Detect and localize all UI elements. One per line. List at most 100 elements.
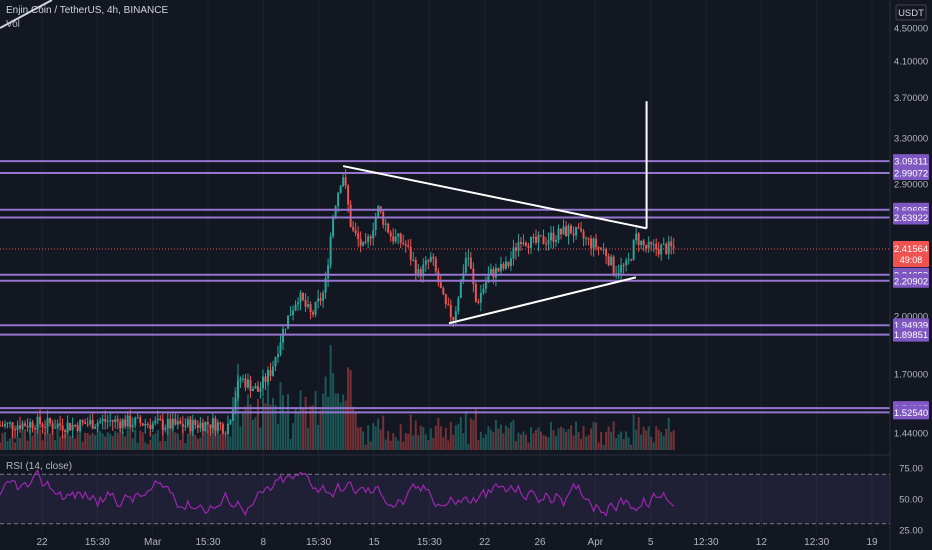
candle-body-233 xyxy=(582,231,585,239)
volume-bar-263 xyxy=(657,429,660,450)
volume-bar-47 xyxy=(116,432,119,450)
volume-bar-18 xyxy=(44,432,47,450)
candle-body-172 xyxy=(429,256,432,262)
candle-body-128 xyxy=(319,298,322,301)
volume-bar-144 xyxy=(359,426,362,450)
volume-bar-91 xyxy=(226,426,229,450)
candle-body-139 xyxy=(347,185,350,205)
volume-bar-77 xyxy=(191,429,194,450)
volume-bar-208 xyxy=(519,434,522,450)
candle-body-119 xyxy=(297,302,300,305)
volume-bar-265 xyxy=(662,436,665,450)
volume-bar-22 xyxy=(54,440,57,450)
level-tag-label-0: 3.09311 xyxy=(894,157,928,168)
candle-body-120 xyxy=(299,292,302,303)
candle-body-84 xyxy=(209,424,212,429)
volume-bar-190 xyxy=(474,409,477,450)
volume-bar-69 xyxy=(171,427,174,450)
volume-bar-105 xyxy=(261,397,264,450)
candle-body-81 xyxy=(201,422,204,432)
time-tick-0: 22 xyxy=(36,537,48,548)
candle-body-169 xyxy=(422,264,425,277)
currency-box xyxy=(895,4,927,21)
volume-bar-203 xyxy=(507,427,510,450)
volume-bar-3 xyxy=(6,441,9,450)
level-tag-bg-0 xyxy=(893,154,929,169)
volume-bar-15 xyxy=(36,420,39,450)
candle-body-123 xyxy=(307,304,310,307)
candle-body-67 xyxy=(166,418,169,428)
volume-bar-240 xyxy=(600,432,603,450)
candles xyxy=(0,168,675,439)
candle-body-257 xyxy=(642,240,645,246)
volume-bar-151 xyxy=(377,418,380,450)
volume-bar-128 xyxy=(319,409,322,450)
candle-body-68 xyxy=(169,418,172,429)
candle-body-150 xyxy=(374,217,377,231)
volume-bar-94 xyxy=(234,386,237,450)
volume-bar-112 xyxy=(279,382,282,450)
volume-bar-35 xyxy=(86,432,89,450)
candle-body-237 xyxy=(592,238,595,249)
time-tick-14: 12:30 xyxy=(804,537,829,548)
candle-body-175 xyxy=(437,271,440,283)
candle-body-42 xyxy=(104,418,107,422)
volume-bar-181 xyxy=(452,434,455,450)
volume-bar-123 xyxy=(307,427,310,450)
volume-bar-155 xyxy=(387,431,390,450)
volume-bar-72 xyxy=(179,439,182,450)
volume-bar-152 xyxy=(379,429,382,450)
candle-body-16 xyxy=(39,416,42,425)
candle-body-202 xyxy=(504,261,507,269)
volume-bar-243 xyxy=(607,426,610,450)
volume-bar-33 xyxy=(81,441,84,450)
time-tick-12: 12:30 xyxy=(693,537,718,548)
candle-body-149 xyxy=(372,230,375,239)
time-tick-7: 15:30 xyxy=(417,537,442,548)
candle-body-118 xyxy=(294,304,297,311)
candle-body-181 xyxy=(452,317,455,321)
volume-bar-212 xyxy=(529,427,532,450)
volume-bar-172 xyxy=(429,428,432,450)
volume-bar-138 xyxy=(344,400,347,450)
volume-bar-101 xyxy=(251,419,254,450)
candle-body-20 xyxy=(49,417,52,424)
candle-body-136 xyxy=(339,186,342,193)
candle-body-218 xyxy=(544,243,547,245)
volume-bar-196 xyxy=(489,429,492,450)
volume-bar-232 xyxy=(580,438,583,450)
volume-bar-248 xyxy=(620,431,623,450)
candle-body-154 xyxy=(384,223,387,225)
volume-bar-146 xyxy=(364,444,367,450)
volume-bar-162 xyxy=(404,433,407,450)
volume-bar-147 xyxy=(367,425,370,450)
candle-body-185 xyxy=(462,272,465,281)
volume-bar-83 xyxy=(206,430,209,450)
candle-body-39 xyxy=(96,422,99,427)
volume-bar-85 xyxy=(211,419,214,450)
candle-body-2 xyxy=(4,423,7,427)
candle-body-160 xyxy=(399,233,402,243)
candle-body-38 xyxy=(94,426,97,429)
volume-bar-205 xyxy=(512,419,515,450)
candle-body-131 xyxy=(327,265,330,279)
level-tag-bg-1 xyxy=(893,166,929,181)
candle-body-200 xyxy=(499,263,502,272)
candle-body-88 xyxy=(219,422,222,425)
volume-bar-154 xyxy=(384,439,387,450)
candle-body-112 xyxy=(279,342,282,355)
trendline-lower xyxy=(448,276,637,325)
volume-bar-231 xyxy=(577,432,580,450)
rsi-tick-1: 50.00 xyxy=(899,495,923,506)
candle-body-226 xyxy=(565,226,568,237)
candle-body-212 xyxy=(529,236,532,248)
volume-bar-137 xyxy=(342,394,345,450)
candle-body-180 xyxy=(449,304,452,318)
volume-bar-157 xyxy=(392,433,395,450)
time-tick-1: 15:30 xyxy=(85,537,110,548)
level-tag-bg-9 xyxy=(893,405,929,420)
candle-body-25 xyxy=(61,425,64,431)
candle-body-40 xyxy=(99,421,102,423)
volume-bar-168 xyxy=(419,425,422,450)
